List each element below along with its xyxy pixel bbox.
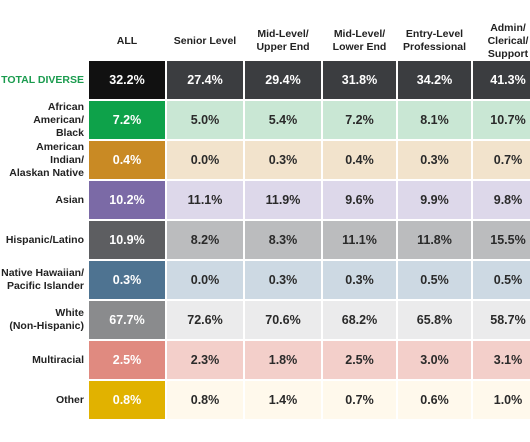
- cell-r5-c3: 0.3%: [323, 261, 396, 299]
- cell-r2-c3: 0.4%: [323, 141, 396, 179]
- cell-r2-c0: 0.4%: [89, 141, 165, 179]
- cell-r8-c2: 1.4%: [245, 381, 321, 419]
- row-label-2: American Indian/ Alaskan Native: [9, 140, 84, 179]
- row-label-7: Multiracial: [32, 353, 84, 366]
- column-header-5: Admin/ Clerical/ Support: [487, 21, 529, 60]
- cell-r7-c1: 2.3%: [167, 341, 243, 379]
- cell-r0-c0: 32.2%: [89, 61, 165, 99]
- cell-r2-c4: 0.3%: [398, 141, 471, 179]
- cell-r8-c5: 1.0%: [473, 381, 530, 419]
- cell-r5-c5: 0.5%: [473, 261, 530, 299]
- cell-r7-c4: 3.0%: [398, 341, 471, 379]
- column-header-2: Mid-Level/ Upper End: [256, 28, 310, 53]
- cell-r0-c2: 29.4%: [245, 61, 321, 99]
- row-label-1: African American/ Black: [33, 100, 84, 139]
- cell-r0-c4: 34.2%: [398, 61, 471, 99]
- cell-r0-c5: 41.3%: [473, 61, 530, 99]
- cell-r4-c0: 10.9%: [89, 221, 165, 259]
- cell-r3-c0: 10.2%: [89, 181, 165, 219]
- cell-r8-c3: 0.7%: [323, 381, 396, 419]
- cell-r5-c0: 0.3%: [89, 261, 165, 299]
- cell-r8-c0: 0.8%: [89, 381, 165, 419]
- row-label-0: TOTAL DIVERSE: [1, 73, 84, 86]
- cell-r3-c1: 11.1%: [167, 181, 243, 219]
- cell-r6-c2: 70.6%: [245, 301, 321, 339]
- cell-r3-c4: 9.9%: [398, 181, 471, 219]
- cell-r0-c1: 27.4%: [167, 61, 243, 99]
- column-header-1: Senior Level: [173, 34, 237, 47]
- cell-r1-c5: 10.7%: [473, 101, 530, 139]
- cell-r1-c0: 7.2%: [89, 101, 165, 139]
- column-header-0: ALL: [116, 34, 138, 47]
- cell-r4-c5: 15.5%: [473, 221, 530, 259]
- cell-r7-c0: 2.5%: [89, 341, 165, 379]
- cell-r5-c1: 0.0%: [167, 261, 243, 299]
- cell-r4-c4: 11.8%: [398, 221, 471, 259]
- cell-r6-c4: 65.8%: [398, 301, 471, 339]
- cell-r1-c2: 5.4%: [245, 101, 321, 139]
- cell-r6-c5: 58.7%: [473, 301, 530, 339]
- row-label-6: White (Non-Hispanic): [9, 307, 84, 332]
- row-label-8: Other: [55, 393, 84, 406]
- cell-r1-c4: 8.1%: [398, 101, 471, 139]
- cell-r4-c2: 8.3%: [245, 221, 321, 259]
- cell-r1-c1: 5.0%: [167, 101, 243, 139]
- cell-r3-c3: 9.6%: [323, 181, 396, 219]
- cell-r2-c1: 0.0%: [167, 141, 243, 179]
- column-header-3: Mid-Level/ Lower End: [332, 28, 387, 53]
- cell-r6-c3: 68.2%: [323, 301, 396, 339]
- cell-r8-c4: 0.6%: [398, 381, 471, 419]
- cell-r7-c5: 3.1%: [473, 341, 530, 379]
- cell-r7-c3: 2.5%: [323, 341, 396, 379]
- cell-r6-c1: 72.6%: [167, 301, 243, 339]
- cell-r3-c5: 9.8%: [473, 181, 530, 219]
- row-label-5: Native Hawaiian/ Pacific Islander: [1, 267, 84, 292]
- cell-r4-c1: 8.2%: [167, 221, 243, 259]
- cell-r3-c2: 11.9%: [245, 181, 321, 219]
- cell-r4-c3: 11.1%: [323, 221, 396, 259]
- column-header-4: Entry-Level Professional: [402, 28, 467, 53]
- cell-r2-c5: 0.7%: [473, 141, 530, 179]
- cell-r2-c2: 0.3%: [245, 141, 321, 179]
- cell-r5-c4: 0.5%: [398, 261, 471, 299]
- cell-r7-c2: 1.8%: [245, 341, 321, 379]
- cell-r6-c0: 67.7%: [89, 301, 165, 339]
- cell-r5-c2: 0.3%: [245, 261, 321, 299]
- cell-r0-c3: 31.8%: [323, 61, 396, 99]
- cell-r8-c1: 0.8%: [167, 381, 243, 419]
- row-label-3: Asian: [55, 193, 84, 206]
- cell-r1-c3: 7.2%: [323, 101, 396, 139]
- row-label-4: Hispanic/Latino: [5, 233, 84, 246]
